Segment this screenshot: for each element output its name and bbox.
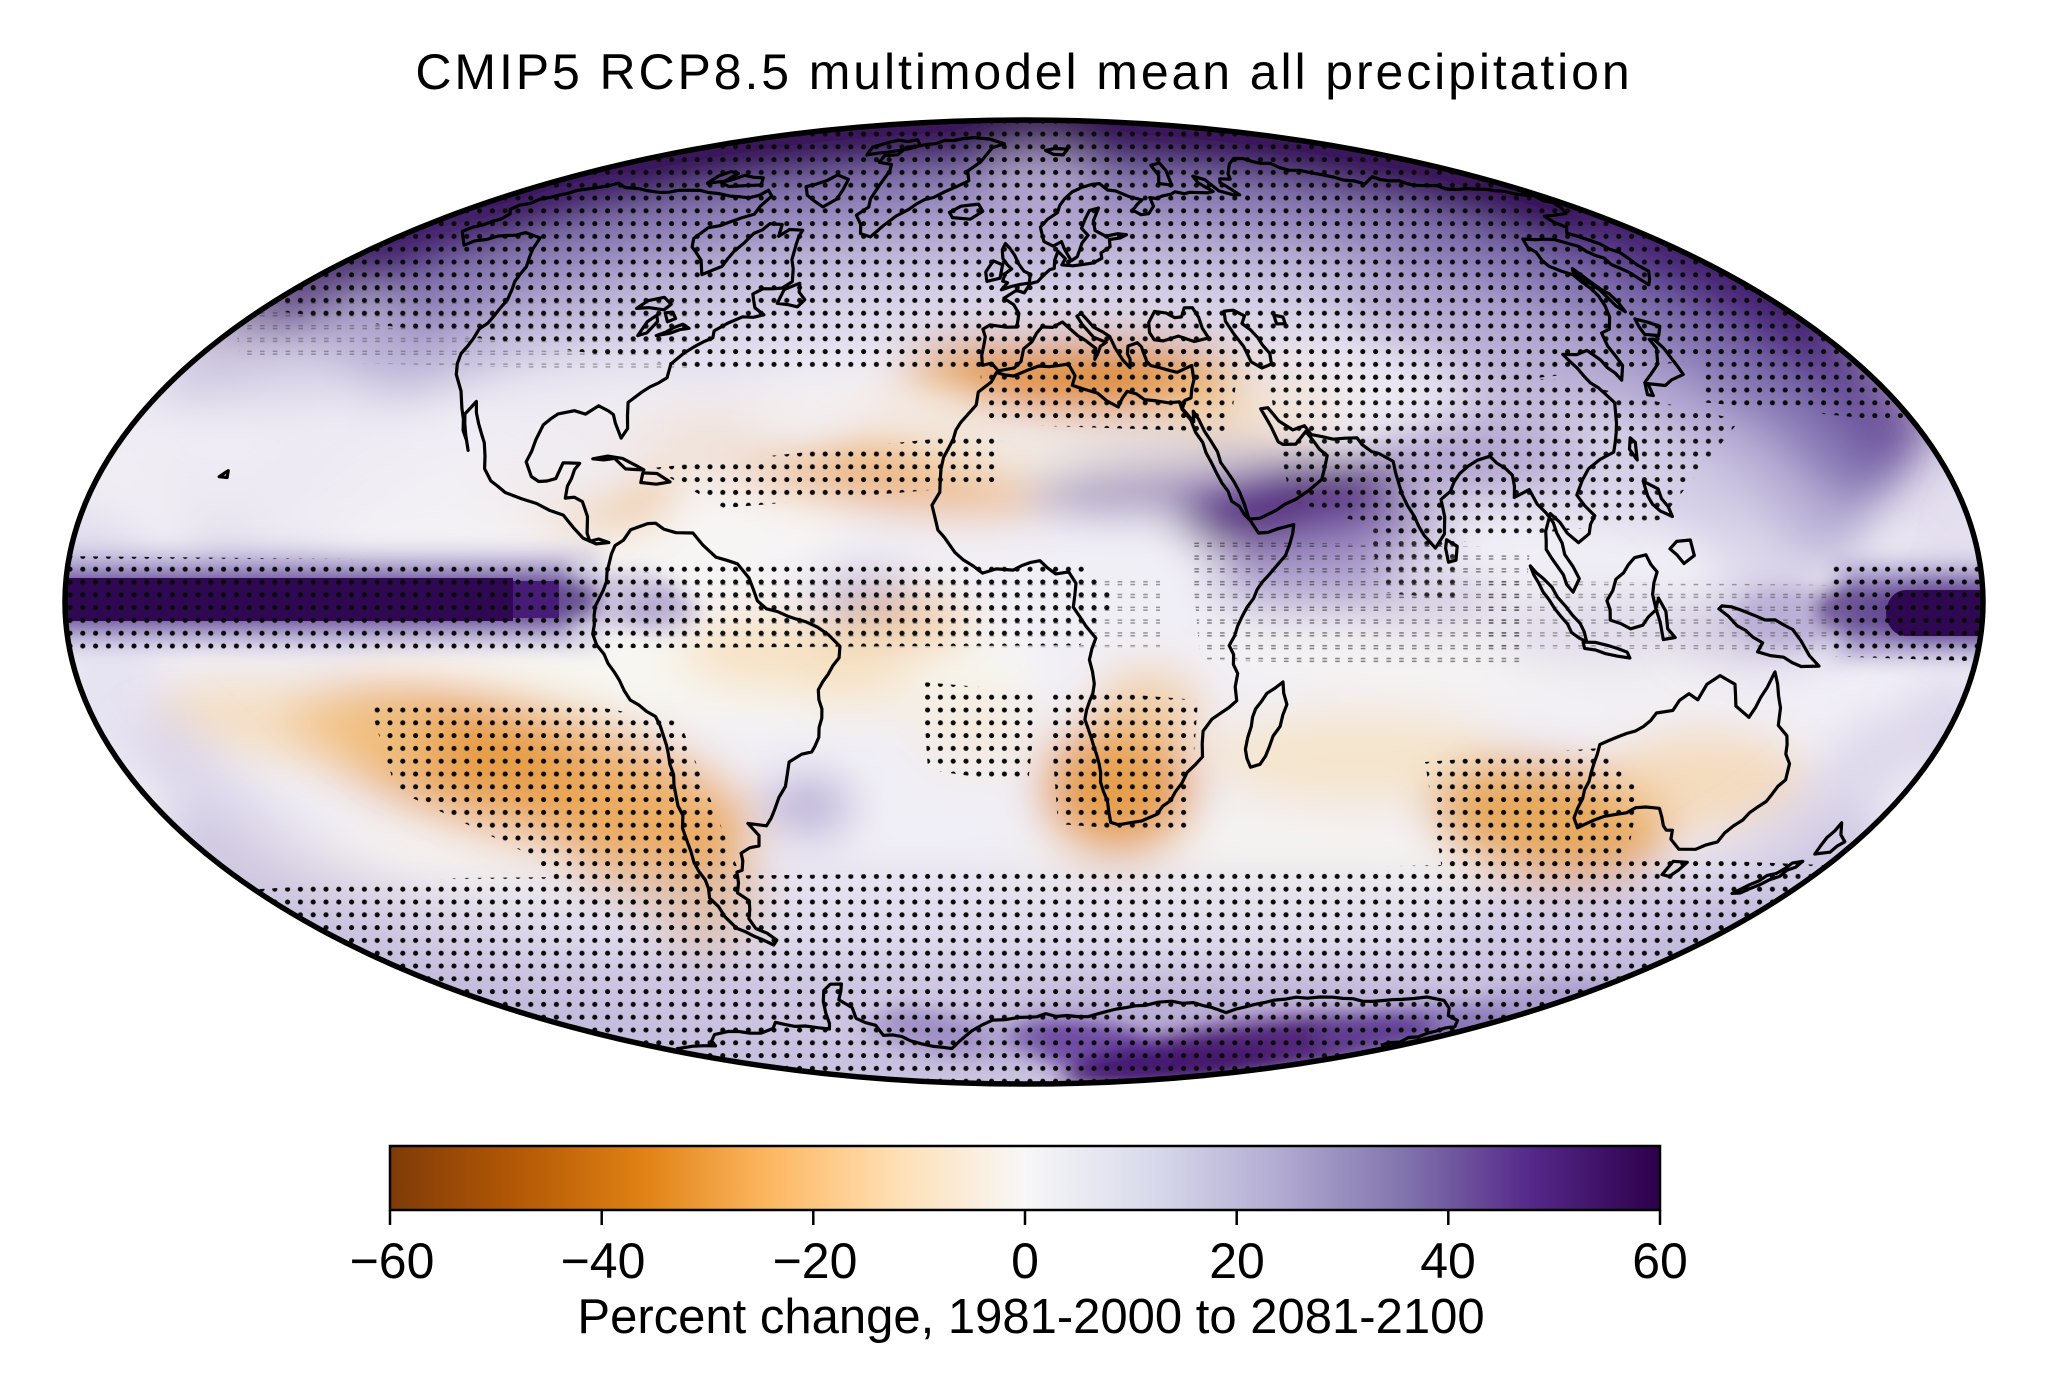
svg-text:CMIP5 RCP8.5 multimodel mean a: CMIP5 RCP8.5 multimodel mean all precipi…: [415, 44, 1632, 100]
svg-text:Percent change, 1981-2000 to 2: Percent change, 1981-2000 to 2081-2100: [577, 1290, 1484, 1344]
svg-text:−40: −40: [561, 1233, 646, 1289]
svg-text:−20: −20: [773, 1233, 858, 1289]
svg-text:0: 0: [1011, 1233, 1039, 1289]
svg-text:−60: −60: [350, 1233, 435, 1289]
svg-text:60: 60: [1632, 1233, 1688, 1289]
svg-text:20: 20: [1209, 1233, 1265, 1289]
svg-text:40: 40: [1420, 1233, 1476, 1289]
